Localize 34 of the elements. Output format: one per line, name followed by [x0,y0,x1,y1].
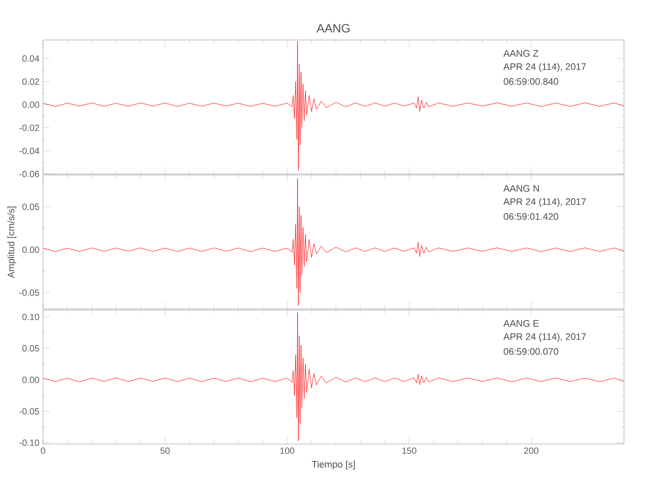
x-tick-label: 100 [280,447,294,454]
annotation: APR 24 (114), 2017 [503,198,586,207]
annotation: 06:59:00.070 [504,348,558,355]
annotation: APR 24 (114), 2017 [503,333,586,342]
y-tick-label: 0.00 [22,101,40,108]
annotation: 06:59:00.840 [504,78,558,85]
annotation: AANG E [503,320,539,327]
y-tick-label: 0.05 [22,204,40,210]
x-tick-label: 150 [402,447,416,454]
line-series [43,40,624,171]
x-tick-label: 0 [40,447,46,454]
y-tick-label: 0.04 [22,55,40,62]
y-tick-label: -0.05 [19,408,40,414]
annotation: AANG Z [503,50,538,57]
y-tick-label: -0.05 [19,289,40,296]
y-tick-label: 0.05 [22,345,40,352]
x-tick-label: 200 [524,447,538,454]
annotation: AANG N [503,185,539,192]
x-axis-title: Tiempo [s] [312,460,355,470]
annotation: APR 24 (114), 2017 [503,63,586,72]
y-tick-label: -0.06 [19,170,40,178]
line-series [43,178,624,306]
annotation: 06:59:01.420 [504,213,558,220]
y-tick-label: -0.04 [19,148,40,154]
y-tick-label: 0.02 [22,78,40,85]
line-series [43,312,624,442]
x-tick-label: 50 [160,447,170,454]
chart-title: AANG [316,24,350,32]
y-axis-title: Amplitud [cm/s/s] [7,206,16,278]
y-tick-label: -0.10 [19,440,40,446]
y-tick-label: 0.00 [22,376,40,383]
y-tick-label: -0.02 [19,124,40,131]
y-tick-label: 0.00 [22,246,40,253]
y-tick-label: 0.10 [22,314,40,320]
